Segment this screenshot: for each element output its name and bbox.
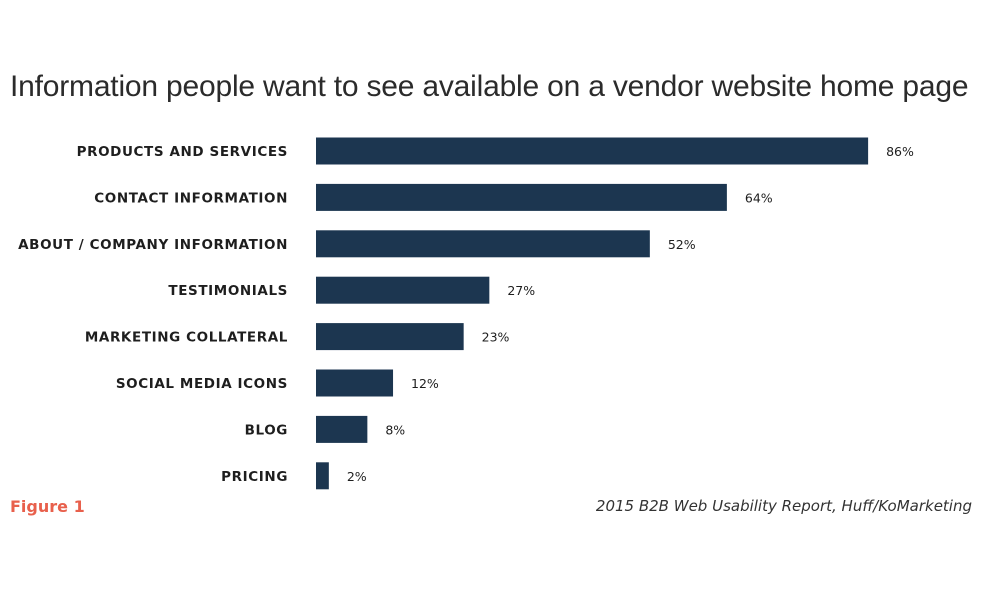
value-label: 27% bbox=[507, 283, 535, 298]
category-label: ABOUT / COMPANY INFORMATION bbox=[18, 237, 288, 253]
value-label: 52% bbox=[668, 237, 696, 252]
bar bbox=[316, 276, 490, 304]
category-label: TESTIMONIALS bbox=[168, 283, 288, 299]
value-label: 64% bbox=[745, 190, 773, 205]
value-label: 2% bbox=[347, 469, 367, 484]
figure-label: Figure 1 bbox=[10, 497, 85, 516]
category-label: MARKETING COLLATERAL bbox=[85, 330, 288, 346]
source-citation: 2015 B2B Web Usability Report, Huff/KoMa… bbox=[595, 497, 972, 515]
value-label: 23% bbox=[482, 330, 510, 345]
value-label: 12% bbox=[411, 376, 439, 391]
category-label: BLOG bbox=[245, 422, 288, 438]
bar bbox=[316, 323, 464, 351]
bar bbox=[316, 230, 650, 258]
category-label: PRICING bbox=[221, 469, 288, 485]
bar bbox=[316, 415, 368, 443]
bar bbox=[316, 369, 394, 397]
category-label: SOCIAL MEDIA ICONS bbox=[116, 376, 288, 392]
category-label: PRODUCTS AND SERVICES bbox=[77, 144, 288, 160]
value-label: 86% bbox=[886, 144, 914, 159]
value-label: 8% bbox=[385, 422, 405, 437]
bar bbox=[316, 183, 727, 211]
bar bbox=[316, 137, 869, 165]
chart-title: Information people want to see available… bbox=[10, 70, 969, 103]
bar bbox=[316, 462, 329, 490]
category-label: CONTACT INFORMATION bbox=[94, 190, 288, 206]
